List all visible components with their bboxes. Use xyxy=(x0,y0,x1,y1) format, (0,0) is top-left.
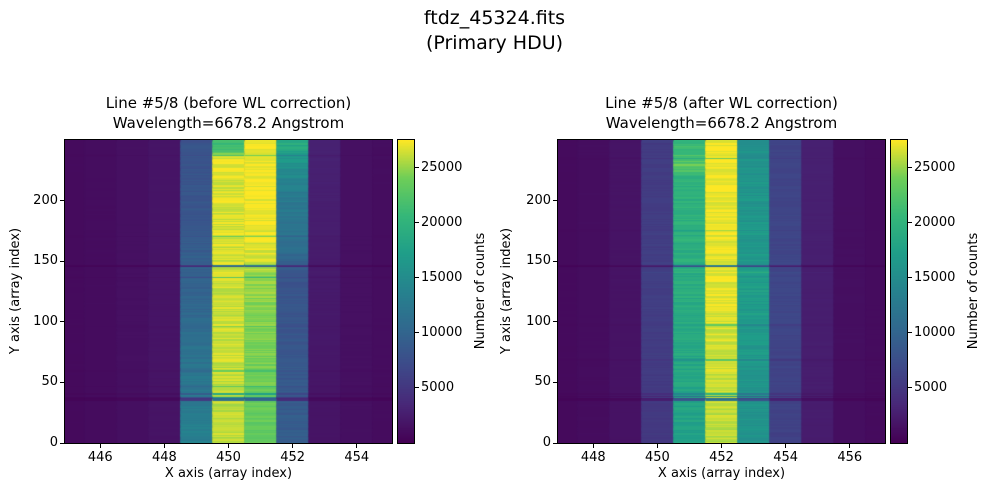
colorbar-tick-label: 5000 xyxy=(421,379,455,395)
colorbar-tick-label: 20000 xyxy=(421,214,463,230)
subplot-title-line2: Wavelength=6678.2 Angstrom xyxy=(112,114,345,132)
x-tick-mark xyxy=(592,444,594,448)
x-tick-label: 448 xyxy=(151,450,177,465)
x-tick-label: 450 xyxy=(644,450,670,465)
x-tick-label: 452 xyxy=(709,450,734,465)
y-tick-label: 0 xyxy=(542,435,551,450)
colorbar-tick-mark xyxy=(908,332,912,334)
y-tick-mark xyxy=(553,381,557,383)
y-tick-mark xyxy=(60,200,64,202)
colorbar-label: Number of counts xyxy=(966,232,981,350)
y-tick-label: 150 xyxy=(33,253,58,269)
x-tick-label: 456 xyxy=(837,450,863,465)
subplot-title-line1: Line #5/8 (after WL correction) xyxy=(605,94,838,112)
x-tick-mark xyxy=(99,444,101,448)
y-axis-label: Y axis (array index) xyxy=(8,227,23,355)
y-tick-label: 50 xyxy=(534,374,551,390)
x-tick-label: 448 xyxy=(580,450,606,465)
heatmap-image xyxy=(558,140,885,443)
x-tick-mark xyxy=(292,444,294,448)
colorbar-tick-mark xyxy=(908,167,912,169)
y-tick-label: 50 xyxy=(41,374,58,390)
y-tick-label: 200 xyxy=(526,192,551,208)
colorbar-tick-label: 15000 xyxy=(914,269,956,285)
x-tick-mark xyxy=(356,444,358,448)
heatmap-axes xyxy=(64,139,393,444)
heatmap-axes xyxy=(557,139,886,444)
y-axis-label: Y axis (array index) xyxy=(499,227,514,355)
colorbar-tick-mark xyxy=(415,222,419,224)
x-tick-label: 446 xyxy=(87,450,113,465)
y-tick-mark xyxy=(60,442,64,444)
subplot-title: Line #5/8 (after WL correction) Waveleng… xyxy=(558,93,885,133)
colorbar-tick-label: 15000 xyxy=(421,269,463,285)
x-tick-mark xyxy=(849,444,851,448)
y-tick-mark xyxy=(60,321,64,323)
subplot-title: Line #5/8 (before WL correction) Wavelen… xyxy=(65,93,392,133)
x-tick-mark xyxy=(228,444,229,448)
x-tick-label: 452 xyxy=(280,450,306,465)
figure-title: ftdz_45324.fits (Primary HDU) xyxy=(0,6,989,56)
y-tick-label: 100 xyxy=(526,313,551,329)
y-tick-mark xyxy=(553,200,557,202)
y-tick-label: 150 xyxy=(526,253,551,269)
x-tick-label: 454 xyxy=(344,450,370,465)
colorbar xyxy=(397,139,415,444)
x-tick-mark xyxy=(656,444,658,448)
x-tick-label: 454 xyxy=(773,450,799,465)
colorbar xyxy=(890,139,908,444)
figure-title-line2: (Primary HDU) xyxy=(425,32,564,54)
colorbar-tick-mark xyxy=(415,387,419,389)
colorbar-tick-mark xyxy=(415,277,419,279)
x-axis-label: X axis (array index) xyxy=(657,466,786,481)
x-tick-label: 450 xyxy=(216,450,241,465)
colorbar-tick-mark xyxy=(415,167,419,169)
colorbar-gradient xyxy=(891,140,907,443)
colorbar-gradient xyxy=(398,140,414,443)
colorbar-tick-label: 20000 xyxy=(914,214,956,230)
colorbar-tick-mark xyxy=(908,277,912,279)
y-tick-label: 100 xyxy=(33,313,58,329)
figure-title-line1: ftdz_45324.fits xyxy=(423,7,566,29)
colorbar-tick-mark xyxy=(415,332,419,334)
colorbar-tick-mark xyxy=(908,222,912,224)
colorbar-tick-mark xyxy=(908,387,912,389)
y-tick-label: 200 xyxy=(33,192,58,208)
x-axis-label: X axis (array index) xyxy=(164,466,293,481)
x-tick-mark xyxy=(785,444,787,448)
subplot-title-line2: Wavelength=6678.2 Angstrom xyxy=(605,114,838,132)
y-tick-label: 0 xyxy=(49,435,58,450)
colorbar-tick-label: 25000 xyxy=(421,159,463,175)
colorbar-tick-label: 10000 xyxy=(914,324,956,340)
colorbar-tick-label: 5000 xyxy=(914,379,948,395)
colorbar-tick-label: 25000 xyxy=(914,159,956,175)
y-tick-mark xyxy=(60,381,64,383)
subplot-title-line1: Line #5/8 (before WL correction) xyxy=(105,94,352,112)
y-tick-mark xyxy=(60,260,64,262)
y-tick-mark xyxy=(553,442,557,444)
colorbar-tick-label: 10000 xyxy=(421,324,463,340)
colorbar-label: Number of counts xyxy=(473,232,488,350)
heatmap-image xyxy=(65,140,392,443)
y-tick-mark xyxy=(553,260,557,262)
x-tick-mark xyxy=(721,444,722,448)
y-tick-mark xyxy=(553,321,557,323)
x-tick-mark xyxy=(163,444,165,448)
